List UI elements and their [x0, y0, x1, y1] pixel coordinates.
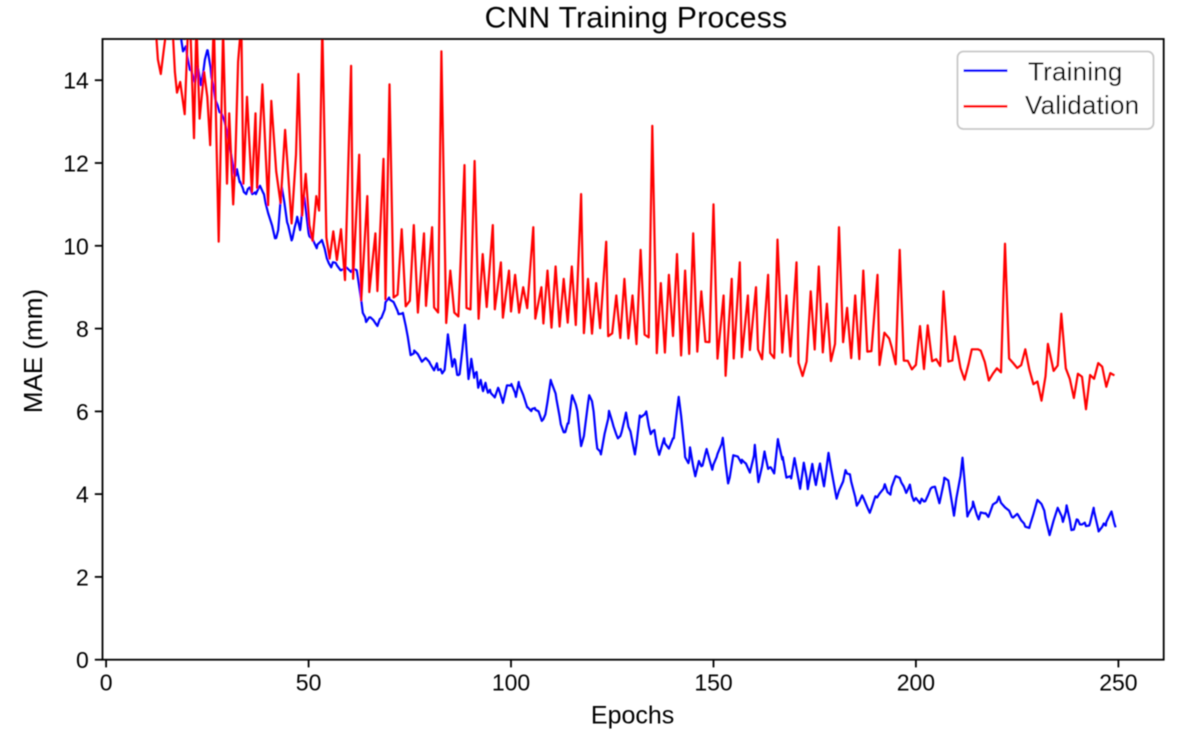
- svg-text:12: 12: [63, 151, 89, 177]
- svg-text:Validation: Validation: [1025, 90, 1139, 120]
- svg-text:0: 0: [100, 670, 113, 696]
- svg-text:200: 200: [897, 670, 935, 696]
- svg-text:0: 0: [76, 647, 89, 673]
- svg-text:250: 250: [1099, 670, 1137, 696]
- svg-text:150: 150: [694, 670, 732, 696]
- svg-text:MAE (mm): MAE (mm): [18, 289, 48, 413]
- svg-text:14: 14: [63, 68, 89, 94]
- svg-text:100: 100: [492, 670, 530, 696]
- svg-text:4: 4: [76, 482, 89, 508]
- svg-text:10: 10: [63, 233, 89, 259]
- svg-text:8: 8: [76, 316, 89, 342]
- svg-text:Epochs: Epochs: [591, 701, 674, 729]
- svg-text:Training: Training: [1028, 56, 1123, 86]
- svg-text:50: 50: [296, 670, 322, 696]
- svg-text:2: 2: [76, 564, 89, 590]
- svg-text:6: 6: [76, 399, 89, 425]
- svg-text:CNN Training Process: CNN Training Process: [485, 2, 788, 35]
